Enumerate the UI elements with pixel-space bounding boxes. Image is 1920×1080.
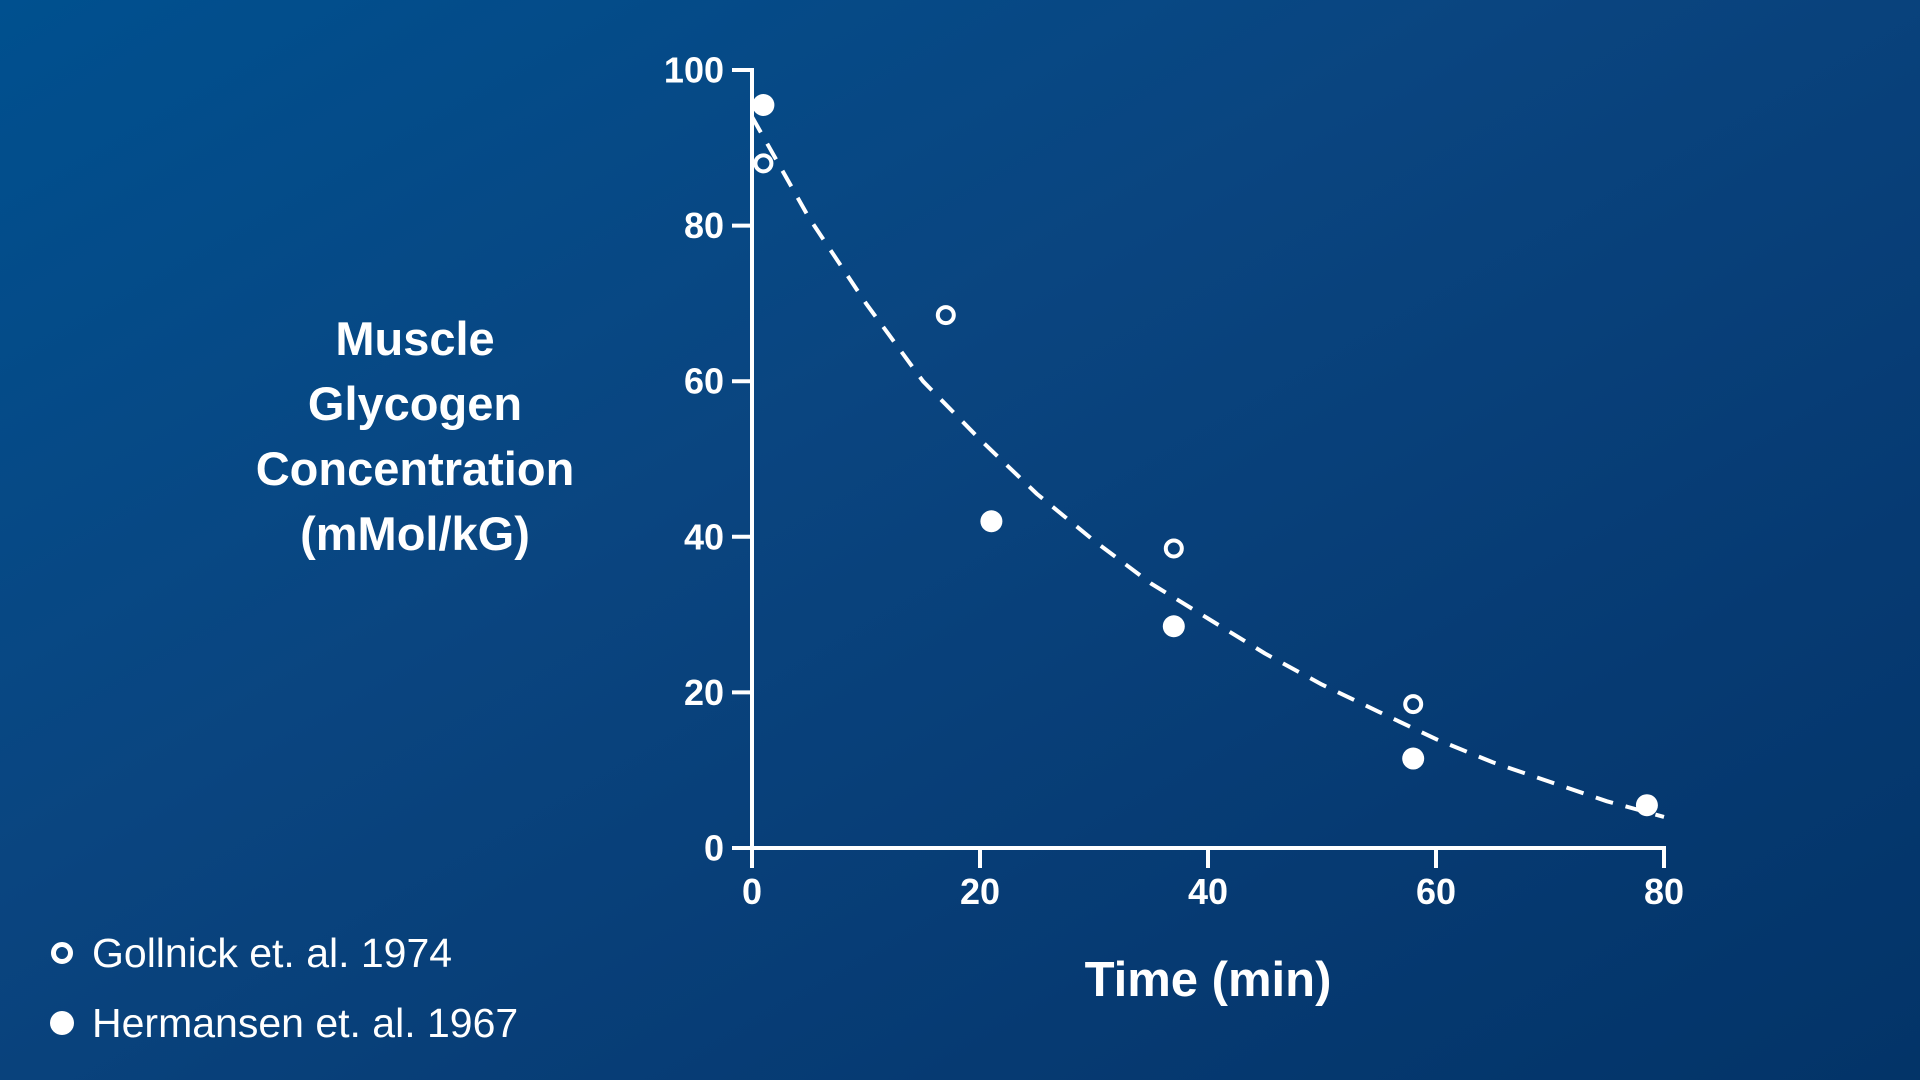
y-axis-label-line: Glycogen — [307, 377, 523, 430]
data-point-open — [1163, 538, 1184, 559]
y-tick-label: 80 — [684, 205, 724, 246]
x-tick-label: 60 — [1416, 871, 1456, 912]
y-tick-label: 60 — [684, 361, 724, 402]
filled-circle-icon — [50, 1011, 74, 1035]
y-axis-label-line: Concentration — [255, 442, 575, 495]
data-points — [752, 94, 1658, 817]
x-axis-label: Time (min) — [1084, 953, 1332, 1007]
data-point-filled — [1162, 615, 1185, 638]
open-circle-icon — [51, 942, 73, 964]
x-tick-label: 40 — [1188, 871, 1228, 912]
data-point-filled — [1635, 794, 1658, 817]
x-tick-label: 20 — [960, 871, 1000, 912]
data-point-filled — [1402, 747, 1425, 770]
data-point-open — [1403, 694, 1424, 715]
data-point-filled — [752, 94, 775, 117]
legend-label: Hermansen et. al. 1967 — [92, 999, 519, 1046]
y-axis-label-line: Muscle — [335, 312, 495, 365]
y-axis-label-line: (mMol/kG) — [300, 507, 530, 560]
y-axis-label: Muscle Glycogen Concentration (mMol/kG) — [215, 306, 615, 566]
y-tick-label: 20 — [684, 672, 724, 713]
legend-item-gollnick: Gollnick et. al. 1974 — [50, 918, 518, 988]
data-point-open — [935, 305, 956, 326]
fit-curve-line — [750, 115, 1665, 819]
data-point-open — [753, 153, 774, 174]
legend-label: Gollnick et. al. 1974 — [92, 929, 453, 976]
y-tick-label: 100 — [664, 50, 724, 91]
y-tick-label: 0 — [704, 828, 724, 869]
x-tick-label: 80 — [1644, 871, 1684, 912]
data-point-filled — [980, 510, 1003, 533]
x-tick-label: 0 — [742, 871, 762, 912]
fit-curve-group — [750, 115, 1665, 819]
legend-item-hermansen: Hermansen et. al. 1967 — [50, 988, 518, 1058]
y-tick-label: 40 — [684, 516, 724, 557]
axes: 0 20 40 60 80 100 0 20 40 60 80 — [664, 50, 1684, 913]
legend: Gollnick et. al. 1974 Hermansen et. al. … — [50, 918, 518, 1058]
